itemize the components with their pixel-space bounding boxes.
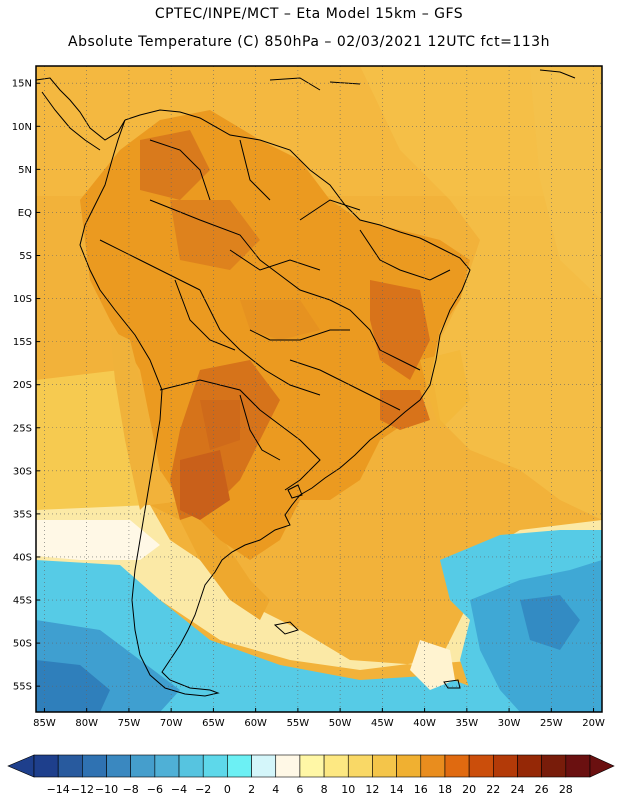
colorbar-swatch [82,754,107,778]
lon-tick-label: 85W [33,718,56,729]
lat-tick-label: 15S [13,337,32,348]
colorbar-swatch [541,754,567,778]
colorbar-swatch [154,754,180,778]
lat-tick-label: 55S [13,682,32,693]
lon-tick-label: 25W [540,718,563,729]
colorbar-tick-label: −10 [95,783,118,796]
colorbar-tick-label: −8 [123,783,139,796]
colorbar-tick-label: 26 [535,783,549,796]
lat-tick-label: EQ [18,208,32,219]
colorbar-swatch [57,754,83,778]
longitude-labels: 85W 80W 75W 70W 65W 60W 55W 50W 45W 40W 35W 30W 25W 2… [33,708,605,729]
colorbar-swatch [565,754,591,778]
colorbar-swatch [202,754,228,778]
latitude-labels: 15N 10N 5N EQ 5S 10S 15S 20S 25S 30S 35S 40S 45S 50S 5… [12,79,40,693]
lat-tick-label: 15N [12,79,32,90]
colorbar-swatch [468,754,494,778]
colorbar-swatch [372,754,397,778]
colorbar-tick-label: 2 [248,783,255,796]
lat-tick-label: 25S [13,423,32,434]
colorbar-tick-label: 14 [390,783,404,796]
lat-tick-label: 10S [13,294,32,305]
colorbar-swatch [444,754,470,778]
colorbar-swatch [227,754,252,778]
temperature-field [36,66,602,712]
colorbar-swatch [347,754,373,778]
colorbar-swatch [33,754,59,778]
map-frame [35,65,603,713]
colorbar-swatch [106,754,131,778]
colorbar-tick-label: 24 [510,783,524,796]
colorbar-tick-label: 4 [272,783,279,796]
colorbar-tick-label: 16 [414,783,428,796]
lat-tick-label: 10N [12,122,32,133]
colorbar-arrow-right [589,754,615,778]
colorbar-tick-label: 12 [365,783,379,796]
colorbar-tick-label: −4 [171,783,187,796]
lon-tick-label: 70W [160,718,183,729]
lon-tick-label: 40W [413,718,436,729]
colorbar-tick-label: −12 [71,783,94,796]
colorbar-swatch [493,754,518,778]
colorbar [7,754,615,778]
lat-tick-label: 45S [13,596,32,607]
lon-tick-label: 20W [582,718,605,729]
lat-tick-label: 35S [13,509,32,520]
colorbar-swatch [178,754,204,778]
colorbar-tick-label: −6 [147,783,163,796]
colorbar-swatch [323,754,349,778]
colorbar-tick-label: 22 [486,783,500,796]
colorbar-tick-label: 6 [296,783,303,796]
colorbar-tick-label: 0 [224,783,231,796]
lat-tick-label: 30S [13,466,32,477]
lat-tick-label: 5N [18,165,32,176]
colorbar-arrow-left [7,754,35,778]
lon-tick-label: 65W [202,718,225,729]
lon-tick-label: 55W [287,718,310,729]
colorbar-labels: −14 −12 −10 −8 −6 −4 −2 0 2 4 6 8 10 12 14 16 18 20 22 24 26… [47,783,573,796]
lat-tick-label: 50S [13,639,32,650]
colorbar-swatch [130,754,156,778]
lon-tick-label: 60W [244,718,267,729]
colorbar-tick-label: 20 [462,783,476,796]
lat-tick-label: 40S [13,552,32,563]
colorbar-tick-label: −2 [195,783,211,796]
colorbar-tick-label: −14 [47,783,70,796]
lon-tick-label: 50W [329,718,352,729]
colorbar-swatch [420,754,446,778]
colorbar-tick-label: 8 [321,783,328,796]
map-title: CPTEC/INPE/MCT – Eta Model 15km – GFS [154,6,464,22]
colorbar-swatch [396,754,422,778]
colorbar-tick-label: 18 [438,783,452,796]
colorbar-tick-label: 10 [341,783,355,796]
colorbar-swatch [275,754,301,778]
colorbar-tick-label: 28 [559,783,573,796]
lon-tick-label: 45W [371,718,394,729]
lon-tick-label: 35W [456,718,479,729]
lat-tick-label: 20S [13,380,32,391]
lon-tick-label: 75W [118,718,141,729]
coastline [36,69,576,697]
lat-tick-label: 5S [19,251,32,262]
colorbar-swatch [299,754,325,778]
lon-tick-label: 30W [498,718,521,729]
map-subtitle: Absolute Temperature (C) 850hPa – 02/03/… [68,34,550,50]
colorbar-swatch [251,754,277,778]
colorbar-swatch [517,754,542,778]
lon-tick-label: 80W [75,718,98,729]
